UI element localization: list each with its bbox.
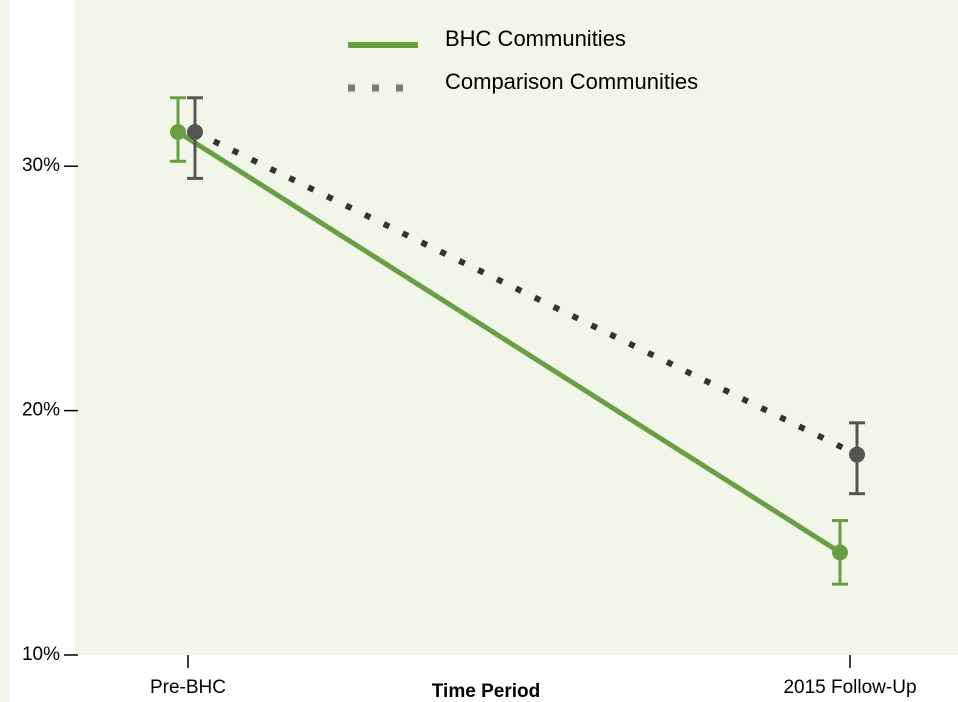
y-tick-label: 10% (22, 644, 60, 665)
legend-label: Comparison Communities (445, 69, 698, 94)
x-tick-label: Pre-BHC (150, 677, 226, 698)
legend-label: BHC Communities (445, 26, 626, 51)
y-tick-label: 30% (22, 155, 60, 176)
series-line (193, 129, 859, 458)
plot-background (75, 0, 958, 655)
x-tick-label: 2015 Follow-Up (783, 677, 916, 698)
left-strip (0, 0, 10, 702)
point (187, 123, 203, 140)
x-axis-label: Time Period (432, 681, 540, 702)
series-line (176, 129, 842, 555)
point (849, 446, 865, 463)
y-tick-label: 20% (22, 400, 60, 421)
point (832, 544, 848, 561)
point (170, 123, 186, 140)
